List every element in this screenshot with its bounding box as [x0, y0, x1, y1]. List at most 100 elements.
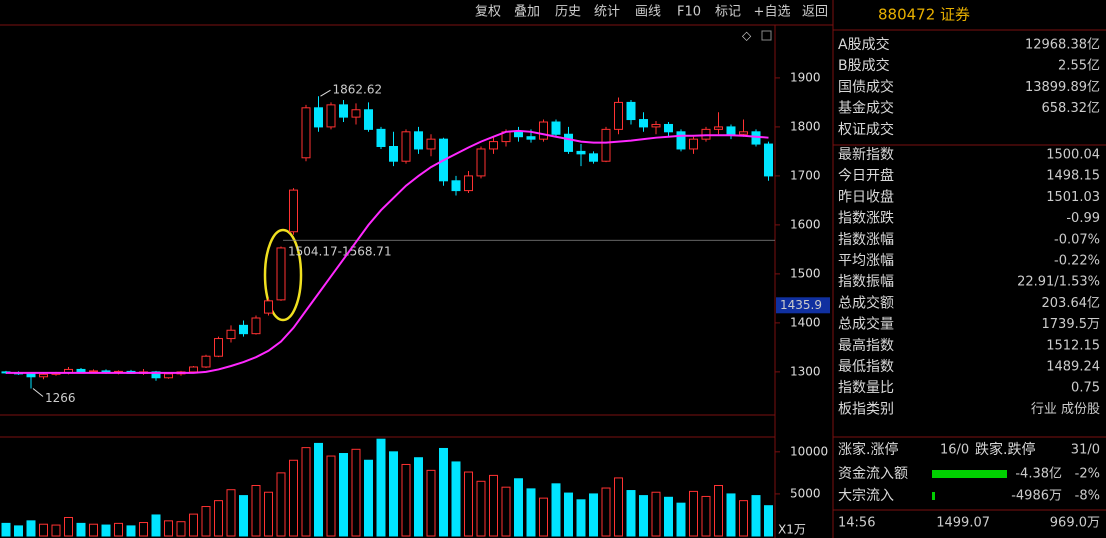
flow-pct: -8%	[1075, 489, 1100, 504]
info-label: 总成交额	[838, 294, 894, 311]
candle-body	[89, 370, 98, 373]
info-value: 1498.15	[1046, 169, 1100, 184]
info-label: B股成交	[838, 57, 890, 74]
candle-body	[526, 136, 536, 140]
volume-bar	[501, 486, 511, 537]
toolbar-button[interactable]: 标记	[715, 5, 741, 20]
range-label: 1504.17-1568.71	[288, 245, 392, 259]
volume-bar	[14, 525, 23, 537]
info-label: 平均涨幅	[838, 253, 894, 269]
flow-label: 资金流入额	[838, 466, 908, 482]
toolbar-button[interactable]: 画线	[635, 5, 661, 20]
info-label: 指数量比	[838, 380, 894, 396]
info-label: 最高指数	[838, 337, 894, 354]
candle-body	[651, 123, 661, 128]
info-value: -0.07%	[1054, 232, 1100, 247]
volume-bar	[439, 447, 448, 537]
y-tick-label: 1300	[790, 364, 821, 378]
volume-bar	[239, 495, 248, 537]
info-value: 1500.04	[1046, 148, 1100, 163]
panel-title: 880472 证券	[878, 6, 970, 24]
high-label: 1862.62	[333, 83, 383, 97]
volume-bar	[339, 453, 348, 537]
volume-bar	[614, 477, 623, 537]
volume-bar	[314, 442, 323, 537]
candle-body	[601, 128, 611, 162]
candle-body	[764, 143, 773, 177]
candle-body	[564, 133, 573, 152]
price-marker-label: 1435.9	[780, 298, 822, 312]
info-label: 今日开盘	[838, 167, 894, 184]
candle-body	[164, 373, 173, 379]
candle-body	[376, 128, 386, 148]
toolbar-button[interactable]: 历史	[555, 5, 581, 20]
volume-bar	[176, 521, 186, 537]
candle-body	[251, 317, 261, 335]
toolbar-button[interactable]: 复权	[475, 4, 501, 20]
volume-bar	[689, 490, 698, 537]
flow-bar	[932, 470, 1007, 478]
toolbar-button[interactable]: 返回	[802, 5, 828, 20]
toolbar-button[interactable]: 统计	[594, 5, 620, 20]
candle-body	[364, 109, 373, 130]
info-label: 最低指数	[838, 359, 894, 375]
candle-body	[614, 101, 623, 130]
toolbar-button[interactable]: F10	[677, 5, 701, 20]
candle-body	[639, 119, 648, 128]
info-label: 总成交量	[838, 316, 894, 333]
toolbar-button[interactable]: 叠加	[514, 5, 540, 20]
icon[interactable]	[761, 30, 772, 41]
volume-bar	[589, 493, 598, 537]
candle-body	[301, 107, 311, 159]
info-value: 1489.24	[1046, 360, 1100, 375]
info-label: 权证成交	[838, 121, 894, 138]
candle-body	[276, 247, 286, 301]
candle-body	[539, 121, 548, 140]
candle-body	[626, 101, 636, 121]
volume-bar	[151, 514, 161, 537]
candle-body	[714, 126, 723, 130]
candle-body	[264, 300, 273, 314]
icon[interactable]: ◇	[742, 29, 752, 43]
volume-bar	[451, 461, 461, 537]
info-value: 0.75	[1071, 381, 1100, 396]
candle-body	[426, 138, 436, 150]
info-label: 指数振幅	[838, 274, 894, 290]
volume-tick-label: 5000	[790, 486, 821, 500]
candle-body	[676, 131, 686, 150]
candle-body	[489, 141, 498, 150]
volume-bar	[289, 459, 298, 537]
info-label: 板指类别	[838, 401, 894, 417]
info-value: 1501.03	[1046, 190, 1100, 205]
volume-bar	[89, 523, 98, 537]
volume-bar	[639, 495, 648, 537]
toolbar-button[interactable]: +自选	[754, 5, 791, 20]
candle-body	[576, 150, 586, 155]
ma-line	[6, 129, 769, 374]
candle-body	[326, 104, 336, 128]
volume-bar	[326, 455, 336, 537]
candle-body	[189, 366, 198, 373]
y-tick-label: 1900	[790, 70, 821, 84]
candle-body	[76, 368, 86, 373]
candle-body	[689, 138, 698, 150]
chart: 1900 1800 1700 1600 1500 1400 1300 10000 5000 X1万…	[1, 70, 830, 537]
candle-body	[339, 104, 348, 118]
updown-label: 涨家.涨停	[838, 441, 898, 458]
volume-bar	[701, 495, 711, 537]
updown-value: 31/0	[1071, 443, 1100, 458]
volume-bar	[51, 524, 61, 537]
volume-bar	[526, 488, 536, 537]
flow-value: -4986万	[1011, 489, 1062, 504]
info-value: 12968.38亿	[1025, 38, 1100, 53]
info-label: 国债成交	[838, 78, 894, 95]
volume-unit: X1万	[778, 523, 806, 537]
volume-bar	[414, 457, 423, 537]
updown-value: 16/0	[940, 443, 969, 458]
candle-body	[726, 126, 736, 135]
volume-bar	[551, 483, 561, 537]
info-value: -0.22%	[1054, 254, 1100, 269]
flow-pct: -2%	[1075, 467, 1100, 482]
candle-body	[239, 324, 248, 335]
